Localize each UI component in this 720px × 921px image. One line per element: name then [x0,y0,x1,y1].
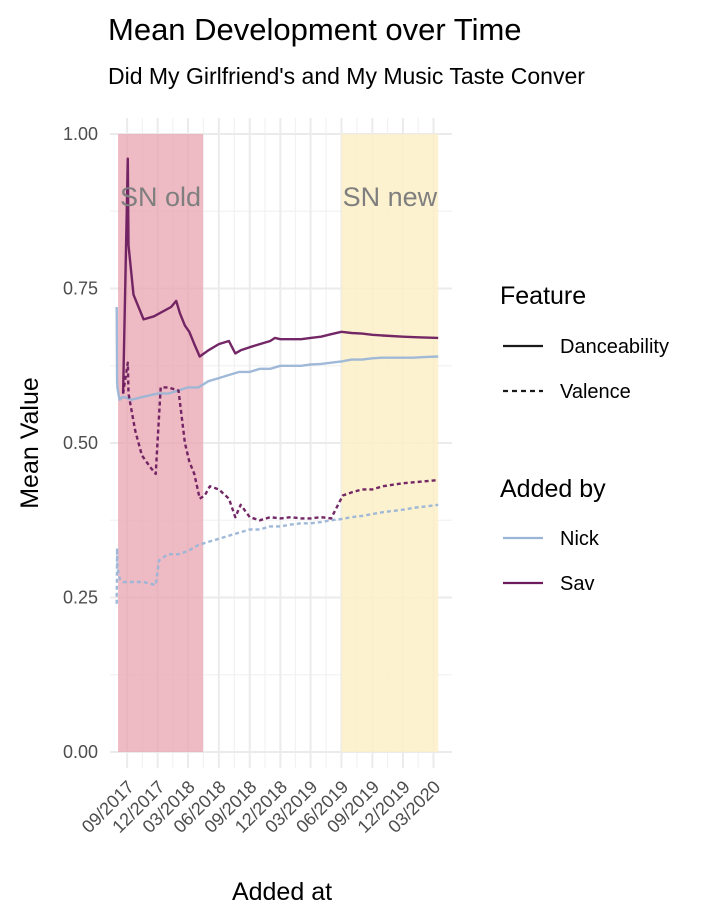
x-axis-title: Added at [232,878,332,906]
y-tick-label: 1.00 [63,124,98,144]
legend-label-danceability: Danceability [560,336,669,358]
y-tick-label: 0.25 [63,588,98,608]
y-tick-label: 0.75 [63,279,98,299]
series-line-sav-valence [121,361,439,522]
y-axis-title: Mean Value [16,377,44,509]
legend-added-by-title: Added by [500,475,606,503]
series-line-nick-valence [115,503,439,604]
region-label-sn-old: SN old [120,182,201,212]
legend-label-valence: Valence [560,381,631,403]
legend-label-nick: Nick [560,528,600,550]
region-sn-new [341,134,439,752]
legend-label-sav: Sav [560,573,594,595]
chart-subtitle: Did My Girlfriend's and My Music Taste C… [108,63,585,89]
legend-feature-title: Feature [500,282,586,310]
chart-title: Mean Development over Time [108,12,522,47]
region-label-sn-new: SN new [343,182,438,212]
series-line-sav-danceability [121,157,439,394]
series-line-nick-danceability [115,306,439,401]
y-tick-label: 0.50 [63,433,98,453]
legend-feature: Feature Danceability Valence [500,282,669,403]
y-tick-label: 0.00 [63,742,98,762]
region-sn-old [118,134,204,752]
plot-panel: 0.000.250.500.751.0009/201712/201703/201… [63,118,452,837]
legend-added-by: Added by Nick Sav [500,475,606,595]
